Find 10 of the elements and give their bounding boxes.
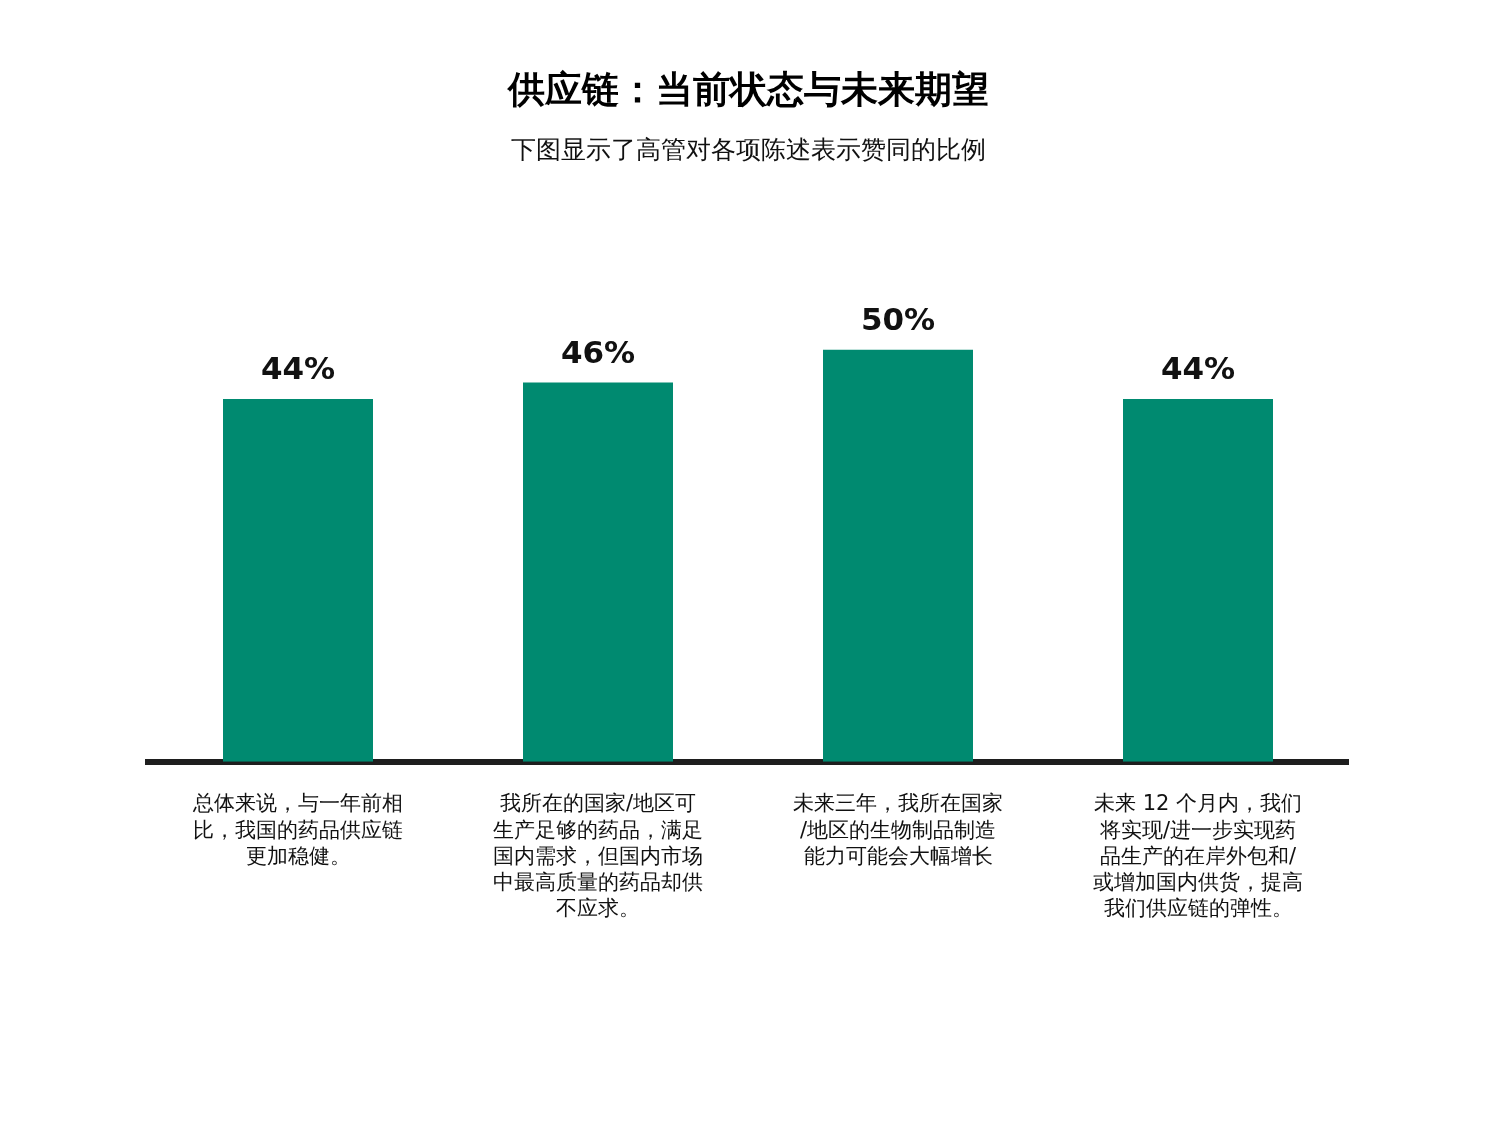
x-tick-label: 总体来说，与一年前相比，我国的药品供应链更加稳健。: [192, 791, 403, 868]
data-label: 46%: [560, 333, 636, 370]
x-tick-label: 未来三年，我所在国家/地区的生物制品制造能力可能会大幅增长: [793, 791, 1003, 868]
data-label: 44%: [260, 350, 336, 387]
data-label: 50%: [860, 300, 936, 337]
x-tick-label: 我所在的国家/地区可生产足够的药品，满足国内需求，但国内市场中最高质量的药品却供不应求。: [493, 791, 703, 921]
x-tick-label: 未来 12 个月内，我们将实现/进一步实现药品生产的在岸外包和/或增加国内供货，提高我们供应链的弹性。: [1093, 791, 1303, 921]
data-label: 44%: [1160, 350, 1236, 387]
chart-title: 供应链：当前状态与未来期望: [505, 67, 989, 111]
chart-subtitle: 下图显示了高管对各项陈述表示赞同的比例: [510, 134, 986, 164]
